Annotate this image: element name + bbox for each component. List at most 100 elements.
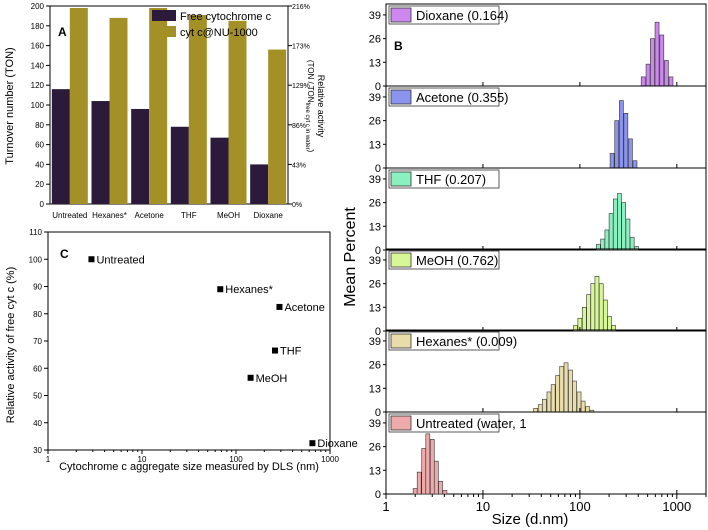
bar-mof-dioxane: [268, 49, 287, 205]
panel-a-xtick-label: Untreated: [52, 211, 87, 220]
histogram-ytick-label: 39: [369, 255, 381, 267]
histogram-ytick-label: 26: [369, 442, 381, 454]
panel-a-y2tick-label: 129%: [292, 83, 310, 90]
legend-swatch-mof: [152, 26, 176, 37]
histogram-bar: [442, 490, 448, 495]
scatter-point-meoh: [247, 374, 254, 381]
histogram-ytick-label: 0: [375, 245, 381, 257]
scatter-point-label: Dioxane: [317, 438, 357, 450]
bar-mof-acetone: [149, 7, 168, 205]
histogram-ytick-label: 26: [369, 198, 381, 210]
panel-c-xtick-label: 10: [138, 455, 147, 464]
histogram-bar: [598, 283, 604, 332]
scatter-point-untreated: [88, 256, 95, 263]
histogram-bar: [590, 283, 596, 332]
panel-b-xtick-label: 100: [569, 499, 591, 514]
bar-free-thf: [170, 126, 189, 204]
panel-c-y-axis-label: Relative activity of free cyt c (%): [5, 267, 17, 424]
panel-c-ytick-label: 80: [33, 310, 42, 319]
histogram-legend-swatch: [390, 333, 412, 349]
panel-a-y2-axis-label: Relative activity: [316, 75, 326, 138]
histogram-bar: [654, 21, 660, 87]
panel-c-xtick-label: 1: [46, 455, 51, 464]
panel-c-ytick-label: 30: [33, 446, 42, 455]
panel-a-ytick-label: 160: [31, 42, 45, 51]
panel-c-label: C: [60, 247, 69, 261]
histogram-bar: [438, 480, 443, 495]
histogram-legend-box: [388, 331, 500, 351]
bar-free-dioxane: [250, 164, 269, 204]
panel-a-ytick-label: 140: [31, 61, 45, 70]
panel-a-ytick-label: 60: [35, 141, 44, 150]
panel-a-ytick-label: 180: [31, 22, 45, 31]
histogram-legend-box: [388, 87, 500, 107]
histogram-bar: [613, 198, 618, 251]
bar-free-hexanes: [91, 101, 110, 204]
histogram-bar: [664, 60, 669, 87]
panel-a-ytick-label: 40: [35, 160, 44, 169]
histogram-bar: [433, 460, 439, 495]
histogram-ytick-label: 26: [369, 279, 381, 291]
bar-mof-thf: [188, 14, 207, 204]
histogram-bar: [608, 213, 614, 251]
histogram-bar: [645, 63, 651, 87]
panel-a-y-axis-label: Turnover number (TON): [4, 47, 16, 164]
histogram-ytick-label: 0: [375, 326, 381, 338]
histogram-legend-swatch: [390, 7, 412, 23]
panel-b-xtick-label: 1000: [662, 499, 691, 514]
scatter-point-dioxane: [309, 440, 316, 447]
bar-mof-hexanes: [109, 17, 128, 204]
histogram-bar: [559, 366, 565, 413]
scatter-point-thf: [272, 347, 279, 354]
bar-mof-untreated: [69, 7, 88, 205]
histogram-bar: [585, 406, 590, 413]
histogram-ytick-label: 39: [369, 336, 381, 348]
histogram-bar: [609, 153, 615, 169]
histogram-legend-swatch: [390, 89, 412, 105]
histogram-bar: [633, 246, 639, 251]
histogram-ytick-label: 39: [369, 92, 381, 104]
histogram-ytick-label: 0: [375, 163, 381, 175]
panel-a-y2-axis-subscript: free cyt c in water: [304, 102, 310, 149]
histogram-bar: [581, 307, 587, 332]
histogram-bar: [629, 236, 635, 251]
panel-a-y2tick-label: 216%: [292, 4, 310, 11]
histogram-bar: [421, 448, 427, 495]
panel-b: 0 13 26 39 Dioxane (0.164) 0 13 26 39 Acetone (0.…: [342, 3, 707, 528]
histogram-bar: [603, 299, 608, 332]
histogram-bar: [659, 34, 665, 87]
histogram-bar: [628, 138, 633, 169]
panel-b-label: B: [394, 39, 403, 53]
panel-c-ytick-label: 100: [29, 255, 43, 264]
histogram-legend-label: MeOH (0.762): [416, 253, 498, 268]
histogram-ytick-label: 26: [369, 116, 381, 128]
histogram-panel: 0 13 26 39 THF (0.207): [369, 167, 707, 257]
histogram-bar: [614, 120, 620, 169]
panel-b-x-axis-label: Size (d.nm): [492, 511, 569, 528]
panel-c-ytick-label: 110: [29, 228, 42, 237]
panel-a-xtick-label: MeOH: [217, 211, 240, 220]
histogram-panel: 0 13 26 39 MeOH (0.762): [369, 248, 707, 338]
histogram-ytick-label: 13: [369, 383, 381, 395]
histogram-bar: [573, 325, 578, 332]
panel-c-frame: [47, 231, 331, 451]
panel-c-ytick-label: 70: [33, 337, 42, 346]
histogram-legend-swatch: [390, 252, 412, 268]
panel-a-ytick-label: 0: [40, 200, 45, 209]
panel-a-ytick-label: 20: [35, 180, 44, 189]
panel-a-y2tick-label: 173%: [292, 44, 310, 51]
panel-a-ytick-label: 80: [35, 121, 44, 130]
histogram-ytick-label: 13: [369, 221, 381, 233]
histogram-bar: [607, 316, 612, 332]
histogram-legend-box: [388, 5, 500, 25]
histogram-bar: [596, 244, 601, 251]
histogram-bar: [668, 76, 674, 87]
histogram-bar: [594, 276, 600, 332]
legend-label-mof: cyt c@NU-1000: [180, 27, 258, 39]
histogram-legend-swatch: [390, 171, 412, 187]
histogram-ytick-label: 26: [369, 34, 381, 46]
histogram-bar: [576, 391, 582, 413]
histogram-ytick-label: 39: [369, 10, 381, 22]
